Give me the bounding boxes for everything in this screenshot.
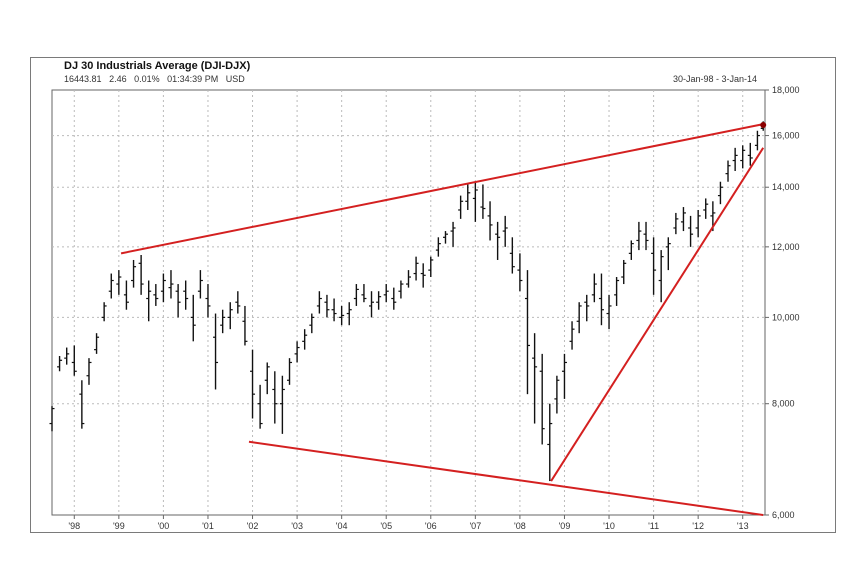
trendline (248, 440, 764, 516)
trendline (120, 123, 764, 255)
x-tick-label: '11 (648, 521, 659, 531)
x-tick-label: '07 (469, 521, 481, 531)
x-tick-label: '02 (247, 521, 259, 531)
chart-title: DJ 30 Industrials Average (DJI-DJX) (64, 60, 251, 72)
y-tick-label: 10,000 (772, 312, 800, 322)
plot-area (51, 89, 766, 516)
quote-last: 16443.81 (64, 74, 102, 84)
y-tick-label: 16,000 (772, 131, 800, 141)
x-tick-label: '06 (425, 521, 437, 531)
x-tick-label: '05 (380, 521, 392, 531)
x-tick-label: '08 (514, 521, 526, 531)
quote-change-pct: 0.01% (134, 74, 160, 84)
quote-currency: USD (225, 74, 245, 84)
x-tick-label: '04 (336, 521, 348, 531)
y-tick-label: 12,000 (772, 242, 800, 252)
quote-change: 2.46 (109, 74, 127, 84)
x-tick-label: '13 (737, 521, 749, 531)
trendline (550, 147, 765, 482)
x-tick-label: '12 (692, 521, 704, 531)
last-price-marker (760, 121, 767, 128)
x-tick-label: '09 (559, 521, 571, 531)
x-tick-label: '10 (603, 521, 615, 531)
y-tick-label: 14,000 (772, 182, 800, 192)
quote-line: 16443.81 2.46 0.01% 01:34:39 PM USD (64, 74, 245, 84)
date-range: 30-Jan-98 - 3-Jan-14 (672, 74, 757, 84)
y-tick-label: 8,000 (772, 399, 795, 409)
x-tick-label: '01 (202, 521, 214, 531)
x-tick-label: '03 (291, 521, 303, 531)
x-tick-label: '99 (113, 521, 125, 531)
y-tick-label: 6,000 (772, 510, 795, 520)
x-tick-label: '98 (68, 521, 80, 531)
quote-time: 01:34:39 PM (167, 74, 219, 84)
y-tick-label: 18,000 (772, 85, 800, 95)
x-tick-label: '00 (158, 521, 170, 531)
